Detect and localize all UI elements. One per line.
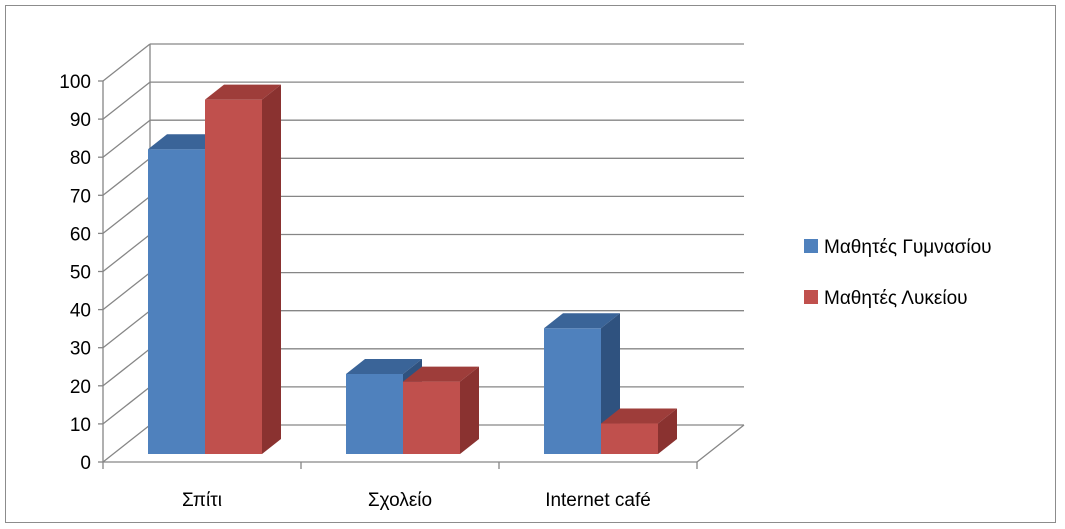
gridline-side bbox=[102, 195, 151, 234]
gridline-side bbox=[102, 386, 151, 425]
y-tick-label: 100 bbox=[59, 72, 91, 93]
floor-right-edge bbox=[696, 424, 745, 463]
bar-front bbox=[205, 99, 262, 455]
x-axis-labels: Σπίτι Σχολείο Internet café bbox=[182, 490, 651, 511]
bar-top bbox=[205, 84, 281, 100]
bar-side bbox=[460, 366, 479, 454]
y-tick-label: 30 bbox=[70, 339, 91, 360]
legend-item: Μαθητές Γυμνασίου bbox=[804, 237, 992, 258]
bar-top bbox=[544, 313, 620, 329]
y-tick-label: 10 bbox=[70, 415, 91, 436]
bar-front bbox=[346, 373, 403, 454]
gridline-side bbox=[102, 424, 151, 463]
gridline-side bbox=[102, 43, 151, 82]
bar-front bbox=[148, 149, 205, 454]
gridline-side bbox=[102, 310, 151, 349]
legend: Μαθητές Γυμνασίου Μαθητές Λυκείου bbox=[804, 237, 992, 309]
bars bbox=[148, 84, 677, 455]
y-tick-label: 0 bbox=[80, 453, 91, 474]
bar-top bbox=[346, 358, 422, 374]
legend-swatch bbox=[804, 239, 818, 253]
bar-front bbox=[544, 328, 601, 454]
bar bbox=[544, 313, 620, 454]
y-tick-label: 50 bbox=[70, 263, 91, 284]
y-tick-label: 40 bbox=[70, 301, 91, 322]
bar-side bbox=[262, 84, 281, 455]
gridline-side bbox=[102, 157, 151, 196]
gridline-side bbox=[102, 233, 151, 273]
bar bbox=[205, 84, 281, 455]
bar-top bbox=[403, 366, 479, 382]
y-tick-label: 70 bbox=[70, 186, 91, 207]
x-tick-label: Internet café bbox=[545, 490, 651, 511]
bar bbox=[601, 408, 677, 454]
y-axis-ticks: 0 10 20 30 40 50 60 70 80 90 100 bbox=[59, 72, 698, 474]
y-tick-label: 20 bbox=[70, 377, 91, 398]
x-tick-label: Σχολείο bbox=[368, 490, 432, 511]
bar-top bbox=[601, 408, 677, 424]
gridline-side bbox=[102, 272, 151, 311]
bar bbox=[346, 358, 422, 454]
bar-side bbox=[658, 408, 677, 454]
y-tick-label: 60 bbox=[70, 224, 91, 245]
legend-label: Μαθητές Γυμνασίου bbox=[824, 237, 992, 258]
bar bbox=[403, 366, 479, 454]
legend-item: Μαθητές Λυκείου bbox=[804, 288, 968, 309]
bar-front bbox=[403, 381, 460, 454]
gridline-side bbox=[102, 348, 151, 387]
x-tick-label: Σπίτι bbox=[182, 490, 222, 511]
gridline-side bbox=[102, 81, 151, 120]
legend-label: Μαθητές Λυκείου bbox=[824, 288, 968, 309]
gridline-side bbox=[102, 119, 151, 158]
y-tick-label: 80 bbox=[70, 148, 91, 169]
legend-swatch bbox=[804, 290, 818, 304]
y-tick-label: 90 bbox=[70, 110, 91, 131]
bar-front bbox=[601, 423, 658, 454]
